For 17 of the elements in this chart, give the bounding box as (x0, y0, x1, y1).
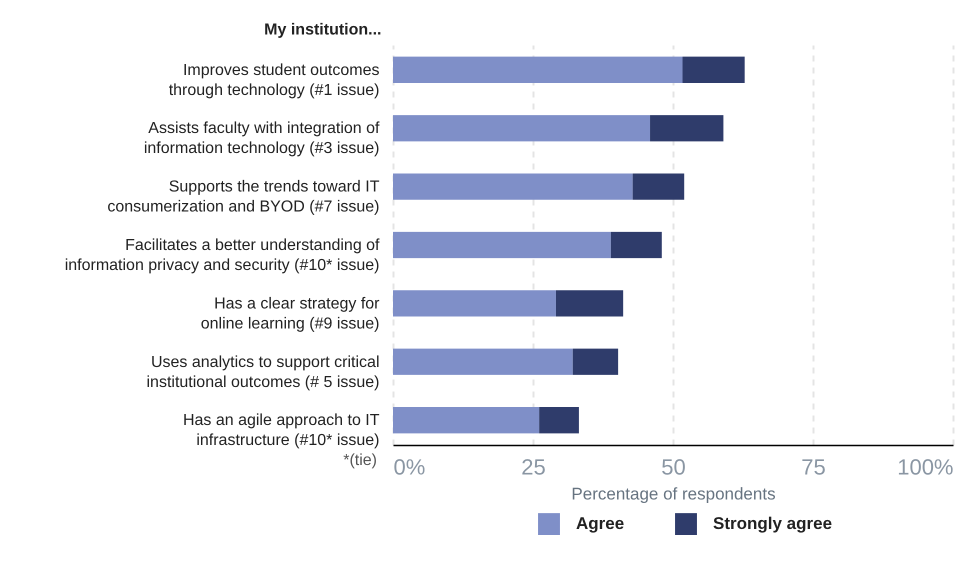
legend-label: Agree (576, 514, 624, 534)
x-axis-title: Percentage of respondents (571, 484, 776, 504)
y-tick-label: Facilitates a better understanding of information privacy and security (#10* issue) (64, 237, 380, 274)
y-tick-label: Uses analytics to support critical institutional outcomes (# 5 issue) (146, 354, 380, 391)
x-tick-label: 25 (521, 454, 546, 480)
x-tick-label: 100% (897, 454, 954, 480)
x-tick-label: 0% (394, 454, 426, 480)
y-axis-title: My institution... (264, 22, 382, 38)
y-tick-label: Improves student outcomes through technology (#1 issue) (168, 62, 380, 99)
y-tick-label: Assists faculty with integration of information technology (#3 issue) (144, 120, 380, 158)
y-tick-label: Has a clear strategy for online learning (#9 issue) (200, 295, 380, 332)
y-tick-label: Supports the trends toward IT consumerization and BYOD (#7 issue) (107, 178, 380, 216)
legend-label: Strongly agree (713, 514, 832, 534)
x-tick-label: 50 (661, 454, 686, 480)
x-tick-label: 75 (801, 454, 826, 480)
y-tick-label: Has an agile approach to IT infrastructure (#10* issue) (182, 412, 380, 450)
text: *(tie) (343, 452, 377, 470)
